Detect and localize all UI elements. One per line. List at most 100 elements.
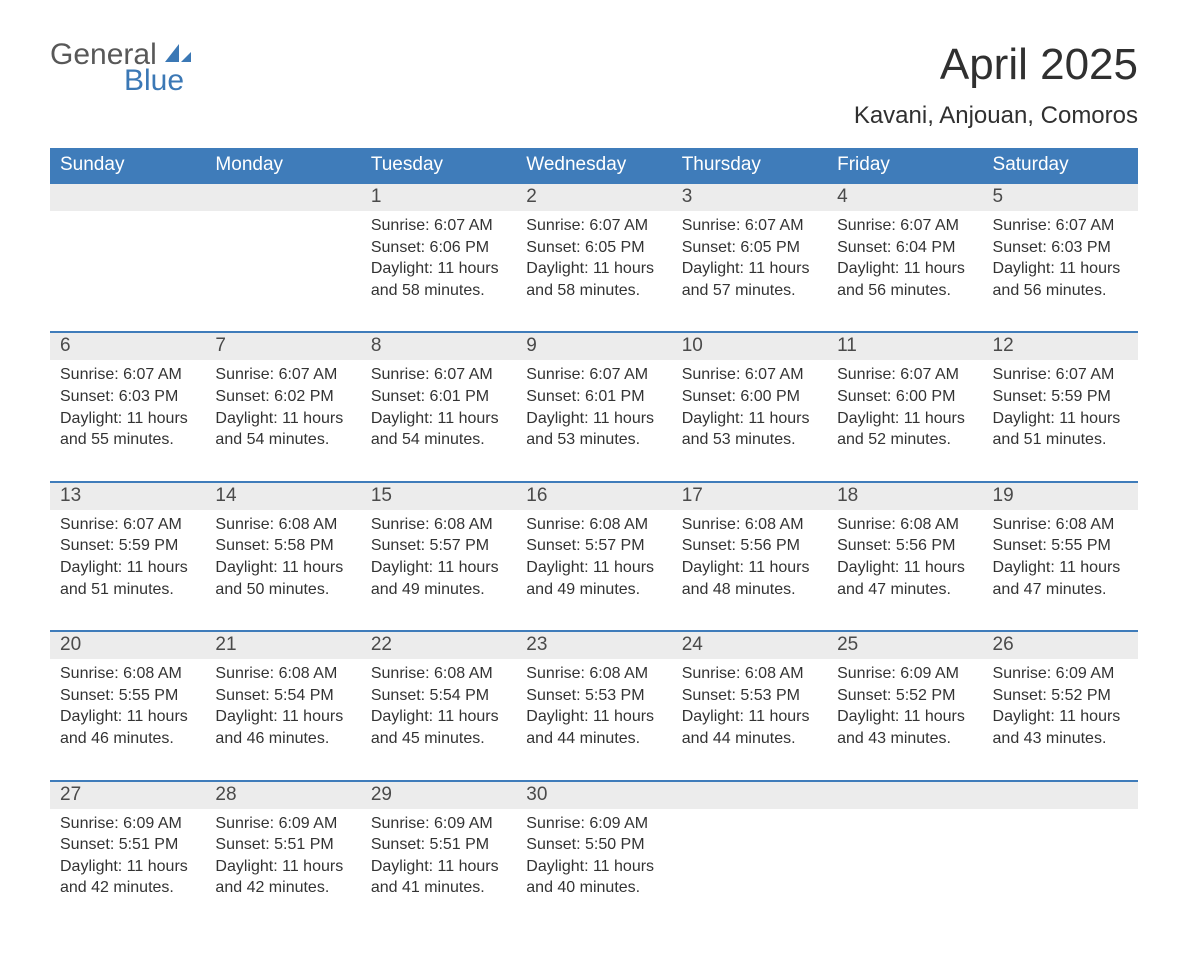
sunrise-text: Sunrise: 6:08 AM — [682, 663, 817, 685]
sunset-text: Sunset: 5:53 PM — [526, 685, 661, 707]
weekday-header: Friday — [827, 148, 982, 184]
sunset-text: Sunset: 5:54 PM — [215, 685, 350, 707]
day-number: 11 — [827, 333, 982, 360]
day-body: Sunrise: 6:07 AMSunset: 6:00 PMDaylight:… — [827, 360, 982, 460]
sunset-text: Sunset: 5:55 PM — [993, 535, 1128, 557]
day-number-strip: 13141516171819 — [50, 483, 1138, 510]
day-body: Sunrise: 6:09 AMSunset: 5:52 PMDaylight:… — [983, 659, 1138, 759]
daylight-text: Daylight: 11 hours and 49 minutes. — [371, 557, 506, 600]
daylight-text: Daylight: 11 hours and 56 minutes. — [837, 258, 972, 301]
weekday-header: Thursday — [672, 148, 827, 184]
day-body: Sunrise: 6:07 AMSunset: 6:06 PMDaylight:… — [361, 211, 516, 311]
daylight-text: Daylight: 11 hours and 48 minutes. — [682, 557, 817, 600]
daylight-text: Daylight: 11 hours and 41 minutes. — [371, 856, 506, 899]
sunset-text: Sunset: 6:01 PM — [526, 386, 661, 408]
daylight-text: Daylight: 11 hours and 49 minutes. — [526, 557, 661, 600]
weekday-header: Saturday — [983, 148, 1138, 184]
sunset-text: Sunset: 5:54 PM — [371, 685, 506, 707]
day-number: 18 — [827, 483, 982, 510]
daylight-text: Daylight: 11 hours and 56 minutes. — [993, 258, 1128, 301]
day-body: Sunrise: 6:09 AMSunset: 5:50 PMDaylight:… — [516, 809, 671, 909]
day-body: Sunrise: 6:08 AMSunset: 5:53 PMDaylight:… — [672, 659, 827, 759]
day-body-strip: Sunrise: 6:07 AMSunset: 5:59 PMDaylight:… — [50, 510, 1138, 610]
sunrise-text: Sunrise: 6:08 AM — [371, 663, 506, 685]
sunrise-text: Sunrise: 6:08 AM — [215, 514, 350, 536]
daylight-text: Daylight: 11 hours and 51 minutes. — [60, 557, 195, 600]
sunset-text: Sunset: 5:58 PM — [215, 535, 350, 557]
day-number: 1 — [361, 184, 516, 211]
day-number: 7 — [205, 333, 360, 360]
day-body: Sunrise: 6:08 AMSunset: 5:55 PMDaylight:… — [983, 510, 1138, 610]
sunset-text: Sunset: 6:00 PM — [682, 386, 817, 408]
day-body — [50, 211, 205, 311]
sunrise-text: Sunrise: 6:07 AM — [993, 364, 1128, 386]
sunset-text: Sunset: 6:05 PM — [682, 237, 817, 259]
day-body-strip: Sunrise: 6:09 AMSunset: 5:51 PMDaylight:… — [50, 809, 1138, 909]
day-number: 8 — [361, 333, 516, 360]
month-title: April 2025 — [854, 40, 1138, 90]
sunset-text: Sunset: 6:01 PM — [371, 386, 506, 408]
day-number — [983, 782, 1138, 809]
day-body — [983, 809, 1138, 909]
daylight-text: Daylight: 11 hours and 42 minutes. — [215, 856, 350, 899]
sunrise-text: Sunrise: 6:08 AM — [682, 514, 817, 536]
day-body: Sunrise: 6:08 AMSunset: 5:58 PMDaylight:… — [205, 510, 360, 610]
day-body-strip: Sunrise: 6:07 AMSunset: 6:06 PMDaylight:… — [50, 211, 1138, 311]
daylight-text: Daylight: 11 hours and 45 minutes. — [371, 706, 506, 749]
daylight-text: Daylight: 11 hours and 40 minutes. — [526, 856, 661, 899]
weekday-header: Sunday — [50, 148, 205, 184]
day-number: 25 — [827, 632, 982, 659]
sunrise-text: Sunrise: 6:07 AM — [371, 364, 506, 386]
sunset-text: Sunset: 5:53 PM — [682, 685, 817, 707]
day-number: 17 — [672, 483, 827, 510]
daylight-text: Daylight: 11 hours and 44 minutes. — [682, 706, 817, 749]
day-number: 29 — [361, 782, 516, 809]
sunrise-text: Sunrise: 6:08 AM — [215, 663, 350, 685]
sunset-text: Sunset: 6:03 PM — [60, 386, 195, 408]
sunrise-text: Sunrise: 6:07 AM — [837, 364, 972, 386]
weekday-header: Wednesday — [516, 148, 671, 184]
day-number: 5 — [983, 184, 1138, 211]
daylight-text: Daylight: 11 hours and 53 minutes. — [526, 408, 661, 451]
daylight-text: Daylight: 11 hours and 54 minutes. — [371, 408, 506, 451]
brand-logo: General Blue — [50, 40, 193, 96]
sunrise-text: Sunrise: 6:07 AM — [837, 215, 972, 237]
sunrise-text: Sunrise: 6:07 AM — [60, 364, 195, 386]
sunrise-text: Sunrise: 6:09 AM — [60, 813, 195, 835]
daylight-text: Daylight: 11 hours and 46 minutes. — [60, 706, 195, 749]
sunset-text: Sunset: 6:04 PM — [837, 237, 972, 259]
sunset-text: Sunset: 5:57 PM — [526, 535, 661, 557]
sunrise-text: Sunrise: 6:07 AM — [371, 215, 506, 237]
daylight-text: Daylight: 11 hours and 58 minutes. — [371, 258, 506, 301]
day-body: Sunrise: 6:09 AMSunset: 5:51 PMDaylight:… — [205, 809, 360, 909]
daylight-text: Daylight: 11 hours and 42 minutes. — [60, 856, 195, 899]
sunset-text: Sunset: 5:56 PM — [837, 535, 972, 557]
day-number-strip: 27282930 — [50, 782, 1138, 809]
daylight-text: Daylight: 11 hours and 50 minutes. — [215, 557, 350, 600]
sunset-text: Sunset: 6:02 PM — [215, 386, 350, 408]
day-body: Sunrise: 6:08 AMSunset: 5:54 PMDaylight:… — [361, 659, 516, 759]
sunrise-text: Sunrise: 6:08 AM — [60, 663, 195, 685]
week-row: 20212223242526Sunrise: 6:08 AMSunset: 5:… — [50, 630, 1138, 759]
sunset-text: Sunset: 5:51 PM — [215, 834, 350, 856]
day-number: 10 — [672, 333, 827, 360]
sunset-text: Sunset: 5:59 PM — [60, 535, 195, 557]
day-number: 19 — [983, 483, 1138, 510]
sunset-text: Sunset: 5:51 PM — [60, 834, 195, 856]
day-number-strip: 6789101112 — [50, 333, 1138, 360]
sunrise-text: Sunrise: 6:07 AM — [526, 215, 661, 237]
day-body: Sunrise: 6:08 AMSunset: 5:57 PMDaylight:… — [361, 510, 516, 610]
day-number: 24 — [672, 632, 827, 659]
day-body: Sunrise: 6:07 AMSunset: 6:05 PMDaylight:… — [516, 211, 671, 311]
week-row: 27282930Sunrise: 6:09 AMSunset: 5:51 PMD… — [50, 780, 1138, 909]
day-number: 16 — [516, 483, 671, 510]
day-body — [672, 809, 827, 909]
day-body: Sunrise: 6:07 AMSunset: 5:59 PMDaylight:… — [50, 510, 205, 610]
day-number: 26 — [983, 632, 1138, 659]
day-body: Sunrise: 6:07 AMSunset: 5:59 PMDaylight:… — [983, 360, 1138, 460]
week-row: 6789101112Sunrise: 6:07 AMSunset: 6:03 P… — [50, 331, 1138, 460]
day-number: 30 — [516, 782, 671, 809]
day-number — [672, 782, 827, 809]
sunset-text: Sunset: 6:03 PM — [993, 237, 1128, 259]
day-body: Sunrise: 6:08 AMSunset: 5:55 PMDaylight:… — [50, 659, 205, 759]
